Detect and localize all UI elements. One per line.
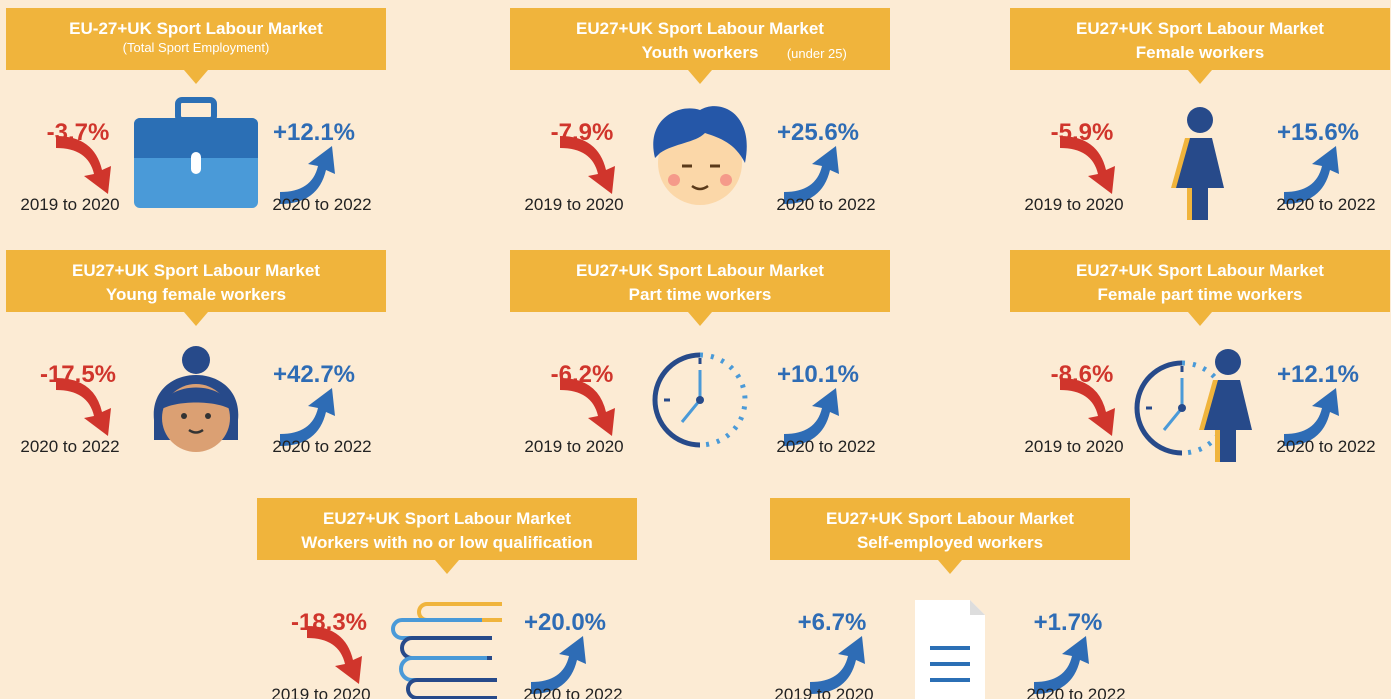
- panel: EU-27+UK Sport Labour Market (Total Sport…: [6, 8, 386, 214]
- banner: [770, 498, 1130, 560]
- panel: EU27+UK Sport Labour Market Young female …: [6, 250, 386, 456]
- banner-pointer: [184, 70, 208, 84]
- banner: [1010, 8, 1390, 70]
- banner: [510, 250, 890, 312]
- right-change: +20.0%: [524, 609, 606, 636]
- trend-arrow: [531, 636, 586, 694]
- right-change: +10.1%: [777, 361, 859, 388]
- panel: EU27+UK Sport Labour Market Youth workers…: [510, 8, 890, 214]
- right-period: 2020 to 2022: [1276, 195, 1375, 214]
- trend-arrow: [1060, 136, 1115, 194]
- trend-arrow: [307, 626, 362, 684]
- panel-title: EU27+UK Sport Labour Market: [72, 261, 320, 280]
- banner-pointer: [1188, 70, 1212, 84]
- icon: [913, 598, 987, 699]
- trend-arrow: [1284, 146, 1339, 204]
- panel-subtitle-line: (Total Sport Employment): [123, 40, 270, 55]
- banner-pointer: [184, 312, 208, 326]
- banner: [1010, 250, 1390, 312]
- panel-title: EU27+UK Sport Labour Market: [826, 509, 1074, 528]
- right-change: +42.7%: [273, 361, 355, 388]
- left-period: 2019 to 2020: [524, 195, 623, 214]
- right-change: +15.6%: [1277, 119, 1359, 146]
- panels: EU-27+UK Sport Labour Market (Total Sport…: [6, 8, 1390, 699]
- panel-title: EU27+UK Sport Labour Market: [1076, 261, 1324, 280]
- panel-subtitle-line: Self-employed workers: [857, 533, 1043, 552]
- panel: EU27+UK Sport Labour Market Self-employed…: [770, 498, 1130, 699]
- banner-pointer: [435, 560, 459, 574]
- panel-subtitle-line: Female part time workers: [1097, 285, 1302, 304]
- panel-subtitle: Female workers: [1136, 43, 1265, 62]
- panel-subtitle: Female part time workers: [1097, 285, 1302, 304]
- right-change: +12.1%: [1277, 361, 1359, 388]
- panel: EU27+UK Sport Labour Market Part time wor…: [510, 250, 890, 456]
- trend-arrow: [1034, 636, 1089, 694]
- trend-arrow: [56, 378, 111, 436]
- left-period: 2020 to 2022: [20, 437, 119, 456]
- panel: EU27+UK Sport Labour Market Workers with …: [257, 498, 637, 699]
- left-period: 2019 to 2020: [1024, 195, 1123, 214]
- panel-note: (under 25): [787, 46, 847, 61]
- panel-subtitle-line: Part time workers: [629, 285, 772, 304]
- right-period: 2020 to 2022: [776, 437, 875, 456]
- right-period: 2020 to 2022: [523, 685, 622, 699]
- right-change: +1.7%: [1034, 609, 1103, 636]
- banner-pointer: [1188, 312, 1212, 326]
- left-period: 2019 to 2020: [524, 437, 623, 456]
- banner-pointer: [688, 70, 712, 84]
- panel-subtitle-line: Female workers: [1136, 43, 1265, 62]
- panel-subtitle-line: Young female workers: [106, 285, 286, 304]
- panel-note: (Total Sport Employment): [123, 40, 270, 55]
- panel: EU27+UK Sport Labour Market Female worker…: [1010, 8, 1390, 214]
- left-period: 2019 to 2020: [271, 685, 370, 699]
- panel-subtitle: Self-employed workers: [857, 533, 1043, 552]
- banner: [510, 8, 890, 70]
- right-period: 2020 to 2022: [272, 437, 371, 456]
- panel-subtitle: Youth workers: [642, 43, 759, 62]
- panel-title: EU-27+UK Sport Labour Market: [69, 19, 323, 38]
- trend-arrow: [560, 136, 615, 194]
- panel-title: EU27+UK Sport Labour Market: [576, 19, 824, 38]
- panel-subtitle: Workers with no or low qualification: [301, 533, 593, 552]
- panel-title: EU27+UK Sport Labour Market: [323, 509, 571, 528]
- panel-title: EU27+UK Sport Labour Market: [576, 261, 824, 280]
- panel-subtitle: Young female workers: [106, 285, 286, 304]
- left-period: 2019 to 2020: [1024, 437, 1123, 456]
- banner-pointer: [688, 312, 712, 326]
- left-change: +6.7%: [798, 609, 867, 636]
- right-period: 2020 to 2022: [1026, 685, 1125, 699]
- panel-subtitle: Part time workers: [629, 285, 772, 304]
- trend-arrow: [1060, 378, 1115, 436]
- right-period: 2020 to 2022: [776, 195, 875, 214]
- panel-title: EU27+UK Sport Labour Market: [1076, 19, 1324, 38]
- trend-arrow: [280, 388, 335, 446]
- trend-arrow: [784, 388, 839, 446]
- banner-pointer: [938, 560, 962, 574]
- right-period: 2020 to 2022: [1276, 437, 1375, 456]
- banner: [6, 250, 386, 312]
- panel-subtitle-line: Youth workers (under 25): [642, 43, 847, 62]
- panel: EU27+UK Sport Labour Market Female part t…: [1010, 250, 1390, 456]
- trend-arrow: [1284, 388, 1339, 446]
- trend-arrow: [280, 146, 335, 204]
- left-period: 2019 to 2020: [20, 195, 119, 214]
- banner: [257, 498, 637, 560]
- trend-arrow: [56, 136, 111, 194]
- right-period: 2020 to 2022: [272, 195, 371, 214]
- trend-arrow: [810, 636, 865, 694]
- left-period: 2019 to 2020: [774, 685, 873, 699]
- trend-arrow: [560, 378, 615, 436]
- panel-subtitle-line: Workers with no or low qualification: [301, 533, 593, 552]
- trend-arrow: [784, 146, 839, 204]
- right-change: +12.1%: [273, 119, 355, 146]
- right-change: +25.6%: [777, 119, 859, 146]
- banner: [6, 8, 386, 70]
